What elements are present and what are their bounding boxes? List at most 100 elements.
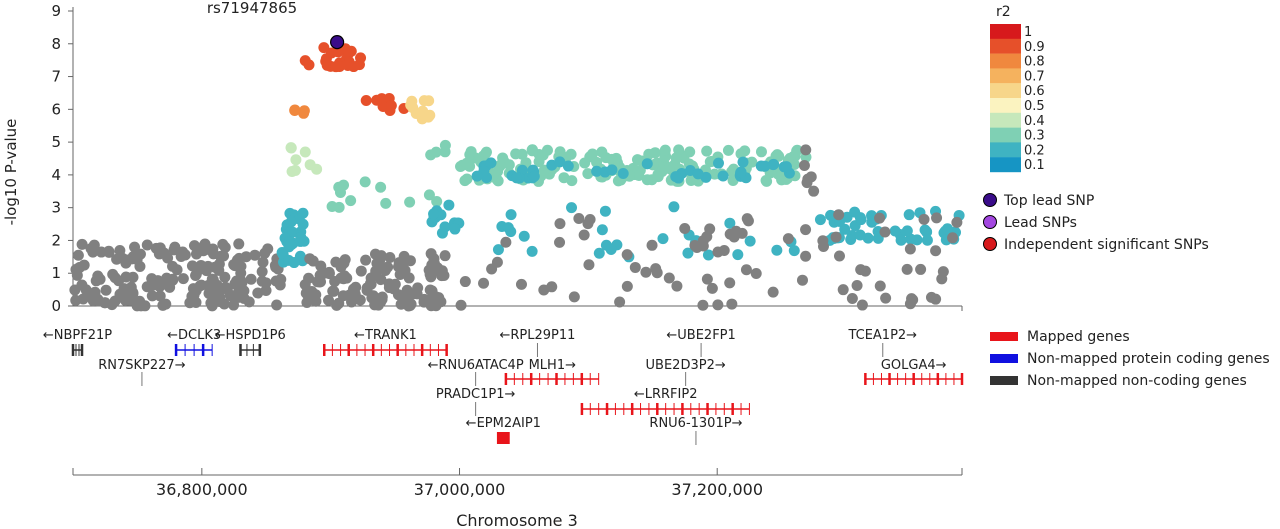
chart-title: rs71947865 (207, 0, 297, 17)
snp-point (78, 259, 90, 271)
snp-point (584, 214, 596, 226)
r2-legend-title: r2 (996, 4, 1011, 20)
snp-point (599, 205, 611, 217)
plot-area: 0 1 2 3 4 5 6 7 8 9 (51, 2, 965, 315)
snp-point (299, 146, 311, 158)
gene-label: ←LRRFIP2 (634, 387, 698, 402)
snp-point (359, 176, 371, 188)
snp-point (830, 231, 842, 243)
snp-point (921, 234, 933, 246)
snp-point (203, 287, 215, 299)
r2-swatch (990, 98, 1021, 113)
snp-point (663, 272, 675, 284)
gene-label: ←RPL29P11 (500, 328, 576, 343)
gene-legend-swatch (990, 354, 1018, 363)
snp-point (380, 197, 392, 209)
snp-point (298, 105, 310, 117)
snp-point (403, 300, 415, 312)
snp-point (167, 260, 179, 272)
snp-point (808, 185, 820, 197)
snp-point (303, 59, 315, 71)
gene-legend-label: Mapped genes (1027, 329, 1130, 345)
snp-point (125, 288, 137, 300)
snp-point (188, 240, 200, 252)
snp-point (851, 280, 863, 292)
snp-point (341, 272, 353, 284)
snp-point (459, 276, 471, 288)
snp-point (287, 226, 299, 238)
snp-point (70, 294, 82, 306)
snp-point (227, 290, 239, 302)
snp-point (262, 243, 274, 255)
snp-point (401, 284, 413, 296)
snp-point (168, 244, 180, 256)
gene-label: TCEA1P2→ (847, 328, 917, 343)
y-tick-label: 9 (51, 2, 61, 20)
snp-point (418, 95, 430, 107)
snp-point (245, 273, 257, 285)
snp-point (670, 152, 682, 164)
snp-point (177, 246, 189, 258)
r2-swatch (990, 142, 1021, 158)
snp-point (701, 145, 713, 157)
snp-point (659, 144, 671, 156)
r2-swatch (990, 68, 1021, 84)
snp-point (295, 231, 307, 243)
snp-point (345, 195, 357, 207)
point-legend-label: Lead SNPs (1004, 215, 1077, 231)
snp-point (918, 213, 930, 225)
snp-point (100, 284, 112, 296)
snp-point (750, 267, 762, 279)
snp-point (385, 100, 397, 112)
snp-point (568, 291, 580, 303)
snp-point (741, 213, 753, 225)
snp-point (360, 94, 372, 106)
snp-point (303, 272, 315, 284)
y-tick-label: 6 (51, 100, 61, 118)
snp-point (218, 250, 230, 262)
snp-point (436, 265, 448, 277)
snp-point (679, 222, 691, 234)
snp-point (439, 146, 451, 158)
gene-track: ←NBPF21P ←DCLK3←HSPD1P6 RN7SKP227→ ←TRANK1 ←… (43, 328, 964, 445)
snp-point (515, 278, 527, 290)
snp-point (355, 265, 367, 277)
snp-point (471, 170, 483, 182)
snp-point (651, 267, 663, 279)
snp-point (930, 245, 942, 257)
snp-point (375, 296, 387, 308)
snp-point (855, 214, 867, 226)
snp-point (805, 171, 817, 183)
snp-point (800, 250, 812, 262)
snp-point (629, 261, 641, 273)
y-tick-label: 2 (51, 231, 61, 249)
snp-point (152, 275, 164, 287)
point-legend-marker (983, 193, 997, 207)
snp-point (89, 286, 101, 298)
snp-point (257, 256, 269, 268)
gene-label: ←UBE2FP1 (666, 328, 735, 343)
snp-point (846, 293, 858, 305)
snp-point (403, 272, 415, 284)
snp-point (80, 284, 92, 296)
y-tick-label: 5 (51, 133, 61, 151)
snp-point (593, 247, 605, 259)
snp-point (889, 225, 901, 237)
snp-point (314, 276, 326, 288)
snp-point (800, 224, 812, 236)
snp-point (511, 172, 523, 184)
snp-point (492, 244, 504, 256)
snp-point (614, 296, 626, 308)
snp-point (706, 282, 718, 294)
snp-point (256, 266, 268, 278)
snp-point (243, 296, 255, 308)
snp-point (135, 300, 147, 312)
snp-point (921, 226, 933, 238)
snp-point (566, 202, 578, 214)
snp-point (360, 254, 372, 266)
snp-point (702, 249, 714, 261)
snp-point (526, 145, 538, 157)
snp-point (621, 249, 633, 261)
snp-point (904, 298, 916, 310)
snp-point (285, 216, 297, 228)
